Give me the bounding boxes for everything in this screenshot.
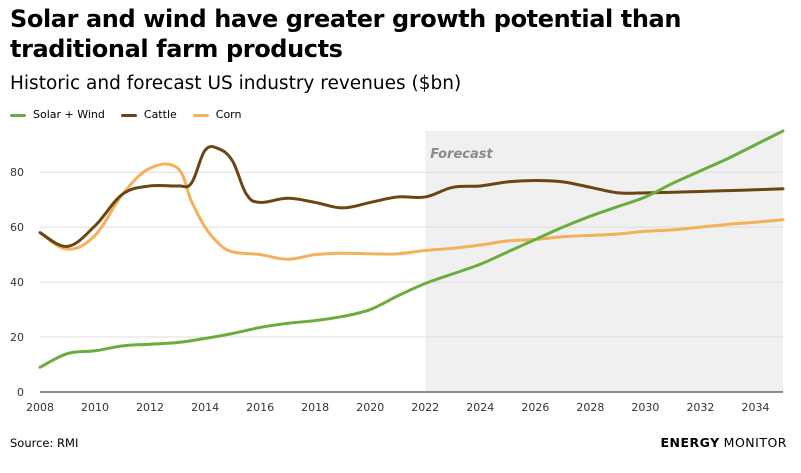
x-tick-label: 2018 [301,401,329,414]
chart-title: Solar and wind have greater growth poten… [10,5,682,63]
x-tick-label: 2028 [576,401,604,414]
x-tick-label: 2026 [521,401,549,414]
x-tick-label: 2034 [741,401,769,414]
forecast-region [425,131,783,392]
forecast-label: Forecast [430,147,493,162]
legend-swatch-cattle [120,113,137,117]
brand-part-2: MONITOR [723,435,787,450]
legend-item-corn: Corn [192,108,242,122]
x-tick-label: 2012 [136,401,164,414]
y-tick-label: 80 [10,166,24,179]
x-tick-label: 2016 [246,401,274,414]
y-tick-label: 60 [10,221,24,234]
series-line-corn [38,162,785,261]
source-note: Source: RMI [10,436,79,450]
legend-swatch-solar-wind [10,113,26,117]
legend-label-cattle: Cattle [143,108,177,121]
legend: Solar + Wind Cattle Corn [10,108,241,122]
legend-item-solar-wind: Solar + Wind [10,108,105,122]
x-tick-label: 2014 [191,401,219,414]
x-tick-label: 2008 [26,401,54,414]
legend-label-solar-wind: Solar + Wind [33,108,105,121]
y-tick-label: 40 [10,276,24,289]
brand-logo: ENERGY MONITOR [660,435,787,450]
brand-part-1: ENERGY [660,435,720,450]
y-tick-label: 0 [17,386,24,399]
x-tick-label: 2032 [686,401,714,414]
chart-subtitle: Historic and forecast US industry revenu… [10,73,462,94]
legend-label-corn: Corn [215,108,242,121]
series-line-solar-wind [38,129,785,369]
legend-swatch-corn [192,113,209,117]
x-tick-label: 2010 [81,401,109,414]
series-line-cattle [38,144,785,248]
x-tick-label: 2022 [411,401,439,414]
x-tick-label: 2030 [631,401,659,414]
x-tick-label: 2020 [356,401,384,414]
x-tick-label: 2024 [466,401,494,414]
y-tick-label: 20 [10,331,24,344]
legend-item-cattle: Cattle [120,108,177,122]
